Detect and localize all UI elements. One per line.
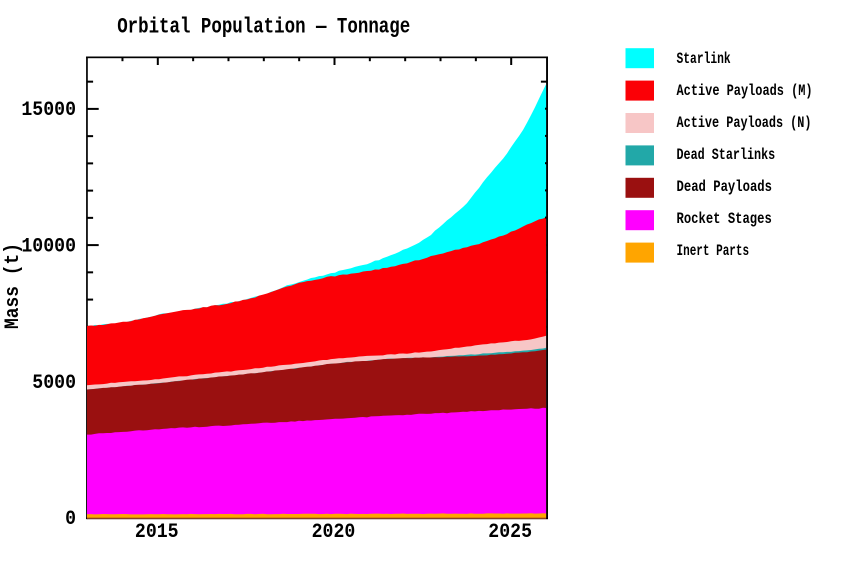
svg-text:Dead Payloads: Dead Payloads bbox=[677, 178, 773, 196]
svg-text:2025: 2025 bbox=[488, 521, 532, 544]
svg-text:Rocket Stages: Rocket Stages bbox=[677, 210, 772, 228]
svg-text:Inert Parts: Inert Parts bbox=[677, 242, 750, 260]
svg-text:Active Payloads (N): Active Payloads (N) bbox=[677, 114, 812, 132]
svg-text:10000: 10000 bbox=[21, 236, 76, 259]
svg-text:Orbital Population — Tonnage: Orbital Population — Tonnage bbox=[117, 13, 410, 39]
svg-text:Mass (t): Mass (t) bbox=[2, 243, 25, 329]
svg-text:Dead Starlinks: Dead Starlinks bbox=[677, 146, 776, 164]
svg-text:Starlink: Starlink bbox=[677, 50, 731, 68]
svg-text:15000: 15000 bbox=[21, 99, 76, 122]
svg-text:0: 0 bbox=[65, 508, 76, 531]
svg-text:2020: 2020 bbox=[312, 521, 356, 544]
svg-text:Active Payloads (M): Active Payloads (M) bbox=[677, 82, 813, 100]
svg-text:5000: 5000 bbox=[32, 372, 76, 395]
svg-text:2015: 2015 bbox=[135, 521, 179, 544]
